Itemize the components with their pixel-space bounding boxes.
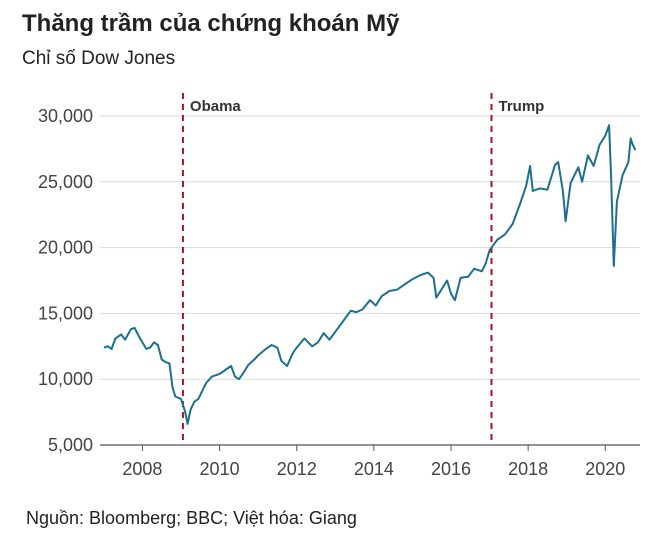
source-note: Nguồn: Bloomberg; BBC; Việt hóa: Giang xyxy=(26,508,357,528)
chart-subtitle: Chỉ số Dow Jones xyxy=(22,48,176,69)
annotations: Obama Trump xyxy=(181,93,545,445)
x-tick-label: 2010 xyxy=(200,459,240,479)
x-tick-label: 2018 xyxy=(508,459,548,479)
x-tick-label: 2008 xyxy=(122,459,162,479)
annotation-label: Obama xyxy=(190,98,242,115)
x-tick-label: 2012 xyxy=(277,459,317,479)
y-tick-label: 5,000 xyxy=(48,435,93,455)
x-axis-ticks: 2008 2010 2012 2014 2016 2018 2020 xyxy=(122,445,625,479)
chart-title: Thăng trầm của chứng khoán Mỹ xyxy=(22,10,400,37)
y-tick-label: 20,000 xyxy=(38,238,93,258)
x-tick-label: 2020 xyxy=(585,459,625,479)
gridlines xyxy=(100,115,640,446)
annotation-label: Trump xyxy=(499,98,545,115)
y-tick-label: 15,000 xyxy=(38,303,93,323)
x-tick-label: 2016 xyxy=(431,459,471,479)
y-tick-label: 10,000 xyxy=(38,369,93,389)
y-tick-label: 30,000 xyxy=(38,106,93,126)
y-tick-label: 25,000 xyxy=(38,172,93,192)
x-tick-label: 2014 xyxy=(354,459,394,479)
dow-jones-series-line xyxy=(103,124,637,425)
y-axis-ticks: 5,000 10,000 15,000 20,000 25,000 30,000 xyxy=(38,106,93,455)
